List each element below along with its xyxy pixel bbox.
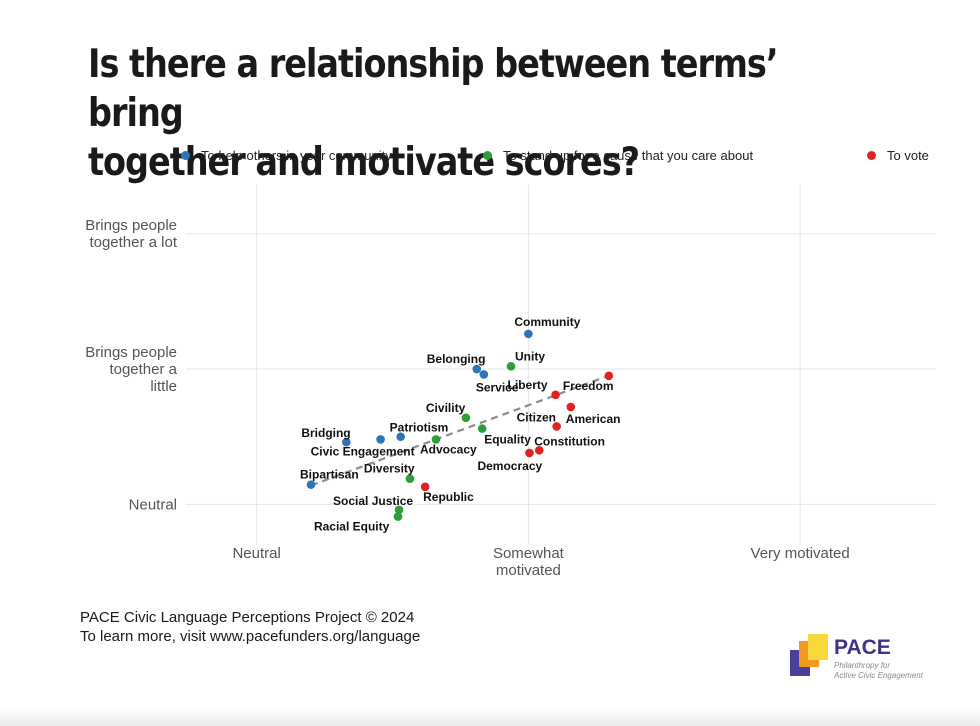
data-point [461, 413, 471, 423]
data-label: Liberty [508, 378, 548, 392]
logo-tagline: Philanthropy for Active Civic Engagement [834, 661, 923, 680]
data-point [524, 329, 533, 339]
data-label: Patriotism [390, 421, 449, 435]
bottom-bar [0, 708, 980, 726]
y-tick-label: Brings people together a lot [85, 217, 178, 251]
data-label: Service [476, 380, 519, 394]
data-label: Unity [515, 349, 545, 363]
data-label: Democracy [477, 459, 542, 473]
legend-dot-icon [483, 151, 492, 160]
data-point [477, 424, 487, 433]
legend-label: To help others in your community [201, 148, 392, 163]
logo-name: PACE [834, 636, 891, 659]
legend-item-community: To help others in your community [181, 148, 392, 163]
footer-copyright: PACE Civic Language Perceptions Project … [80, 609, 415, 626]
legend-label: To vote [887, 148, 929, 163]
data-point [420, 482, 430, 492]
data-label: Citizen [517, 410, 556, 424]
x-tick-label: Somewhat motivated [493, 545, 565, 579]
footer-link[interactable]: To learn more, visit www.pacefunders.org… [80, 628, 421, 645]
data-label: Bipartisan [300, 468, 359, 482]
data-point [472, 364, 482, 374]
data-label: American [566, 412, 621, 426]
y-tick-label: Neutral [129, 496, 177, 513]
data-point [506, 362, 516, 371]
data-point [525, 448, 534, 458]
data-label: Civic Engagement [311, 444, 415, 458]
trend-line [310, 376, 605, 487]
data-label: Civility [426, 401, 466, 415]
data-label: Bridging [301, 426, 350, 440]
data-point [551, 390, 560, 400]
data-point [604, 371, 614, 381]
data-label: Diversity [364, 462, 415, 476]
x-tick-label: Neutral [232, 545, 280, 562]
data-point [431, 435, 441, 444]
data-label: Advocacy [420, 442, 477, 456]
data-point [342, 437, 351, 447]
data-point [479, 370, 489, 379]
data-point [393, 512, 403, 521]
data-point [534, 445, 544, 455]
page-title: Is there a relationship between terms’ b… [88, 42, 779, 185]
data-point [566, 402, 576, 412]
data-label: Racial Equity [314, 520, 390, 534]
data-label: Constitution [534, 434, 605, 448]
data-point [552, 422, 561, 431]
logo-square-icon [808, 634, 828, 660]
legend-dot-icon [181, 151, 190, 160]
footer: PACE Civic Language Perceptions Project … [80, 608, 420, 646]
data-point [405, 474, 415, 483]
data-point [394, 505, 404, 515]
scatter-chart: Neutral Brings people together a little Brin… [85, 185, 936, 579]
legend-label: To stand up for a cause that you care ab… [503, 148, 754, 163]
legend-item-vote: To vote [867, 148, 929, 163]
y-tick-label: Brings people together a little [85, 344, 177, 395]
data-label: Belonging [427, 352, 486, 366]
legend-dot-icon [867, 151, 876, 160]
data-point [376, 435, 385, 444]
data-label: Social Justice [333, 494, 413, 508]
data-label: Republic [423, 490, 474, 504]
data-label: Community [514, 315, 580, 329]
data-point [306, 480, 316, 489]
data-label: Freedom [563, 379, 614, 393]
data-point [396, 432, 405, 442]
data-label: Equality [484, 433, 531, 447]
pace-logo: PACE Philanthropy for Active Civic Engag… [790, 634, 940, 686]
x-tick-label: Very motivated [751, 545, 850, 562]
legend-item-cause: To stand up for a cause that you care ab… [483, 148, 753, 163]
